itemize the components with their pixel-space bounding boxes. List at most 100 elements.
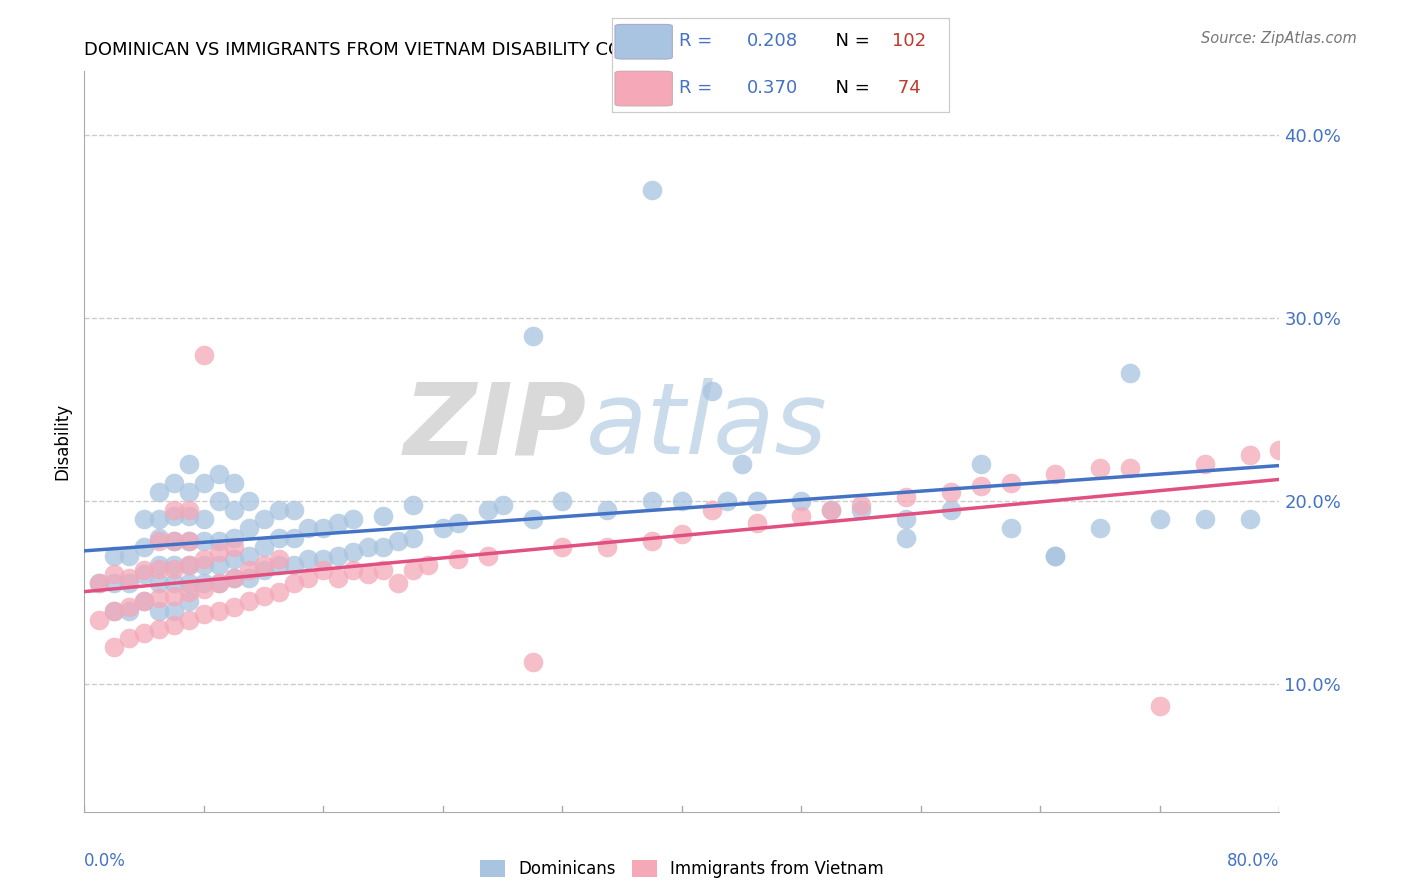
Point <box>208 545 231 559</box>
Point <box>267 552 290 566</box>
Point <box>1194 512 1216 526</box>
Point <box>193 512 215 526</box>
Point <box>297 521 319 535</box>
Text: 102: 102 <box>891 32 925 50</box>
Point <box>894 491 917 505</box>
Point <box>253 589 276 603</box>
Point <box>177 458 200 472</box>
Point <box>163 534 186 549</box>
Point <box>1239 448 1261 462</box>
Point <box>253 540 276 554</box>
Point <box>148 576 170 591</box>
Point <box>193 475 215 490</box>
Point <box>1268 442 1291 457</box>
Point <box>118 631 141 645</box>
Point <box>222 599 245 614</box>
Point <box>132 567 156 582</box>
Point <box>312 552 335 566</box>
Point <box>970 458 993 472</box>
Y-axis label: Disability: Disability <box>53 403 72 480</box>
Point <box>283 558 305 572</box>
Point <box>148 591 170 605</box>
Legend: Dominicans, Immigrants from Vietnam: Dominicans, Immigrants from Vietnam <box>472 854 891 885</box>
Point <box>1045 549 1067 563</box>
Point <box>328 549 350 563</box>
Point <box>177 558 200 572</box>
Point <box>238 494 260 508</box>
Point <box>238 521 260 535</box>
Point <box>342 563 364 577</box>
Point <box>163 618 186 632</box>
Point <box>118 604 141 618</box>
Point <box>1149 698 1171 713</box>
Point <box>177 558 200 572</box>
Point <box>1239 512 1261 526</box>
Point <box>851 498 873 512</box>
Point <box>208 558 231 572</box>
Point <box>103 576 125 591</box>
Point <box>148 604 170 618</box>
Point <box>387 534 409 549</box>
Point <box>103 604 125 618</box>
Point <box>373 563 395 577</box>
Text: DOMINICAN VS IMMIGRANTS FROM VIETNAM DISABILITY CORRELATION CHART: DOMINICAN VS IMMIGRANTS FROM VIETNAM DIS… <box>84 41 790 59</box>
Point <box>89 613 111 627</box>
Point <box>132 540 156 554</box>
Point <box>1090 521 1112 535</box>
Point <box>163 508 186 523</box>
Point <box>208 467 231 481</box>
Point <box>222 475 245 490</box>
FancyBboxPatch shape <box>614 71 672 106</box>
Point <box>193 534 215 549</box>
Text: 0.0%: 0.0% <box>84 852 127 870</box>
Point <box>208 576 231 591</box>
Point <box>671 526 693 541</box>
Point <box>132 625 156 640</box>
Point <box>267 558 290 572</box>
Text: R =: R = <box>679 32 718 50</box>
Point <box>89 576 111 591</box>
Point <box>177 576 200 591</box>
Text: N =: N = <box>824 78 876 96</box>
Point <box>1090 461 1112 475</box>
Point <box>447 552 470 566</box>
Point <box>118 549 141 563</box>
Point <box>357 540 380 554</box>
Point <box>402 531 425 545</box>
Point <box>939 503 962 517</box>
Point <box>328 571 350 585</box>
Point <box>103 604 125 618</box>
Point <box>596 540 619 554</box>
Text: 0.208: 0.208 <box>747 32 797 50</box>
Point <box>492 498 515 512</box>
Point <box>297 552 319 566</box>
Point <box>208 604 231 618</box>
Point <box>177 503 200 517</box>
Point <box>89 576 111 591</box>
Point <box>432 521 454 535</box>
Point <box>894 531 917 545</box>
Point <box>103 567 125 582</box>
Point <box>148 558 170 572</box>
Point <box>522 512 544 526</box>
Point <box>132 512 156 526</box>
FancyBboxPatch shape <box>614 24 672 59</box>
Point <box>238 594 260 608</box>
Point <box>253 563 276 577</box>
Point <box>402 498 425 512</box>
Point <box>1045 549 1067 563</box>
Point <box>373 540 395 554</box>
Point <box>193 607 215 622</box>
Point <box>253 558 276 572</box>
Point <box>193 552 215 566</box>
Point <box>103 549 125 563</box>
Point <box>477 503 499 517</box>
Point <box>342 545 364 559</box>
Point <box>551 494 574 508</box>
Point <box>208 494 231 508</box>
Point <box>163 561 186 575</box>
Point <box>238 563 260 577</box>
Text: ZIP: ZIP <box>404 378 586 475</box>
Point <box>894 512 917 526</box>
Point <box>177 534 200 549</box>
